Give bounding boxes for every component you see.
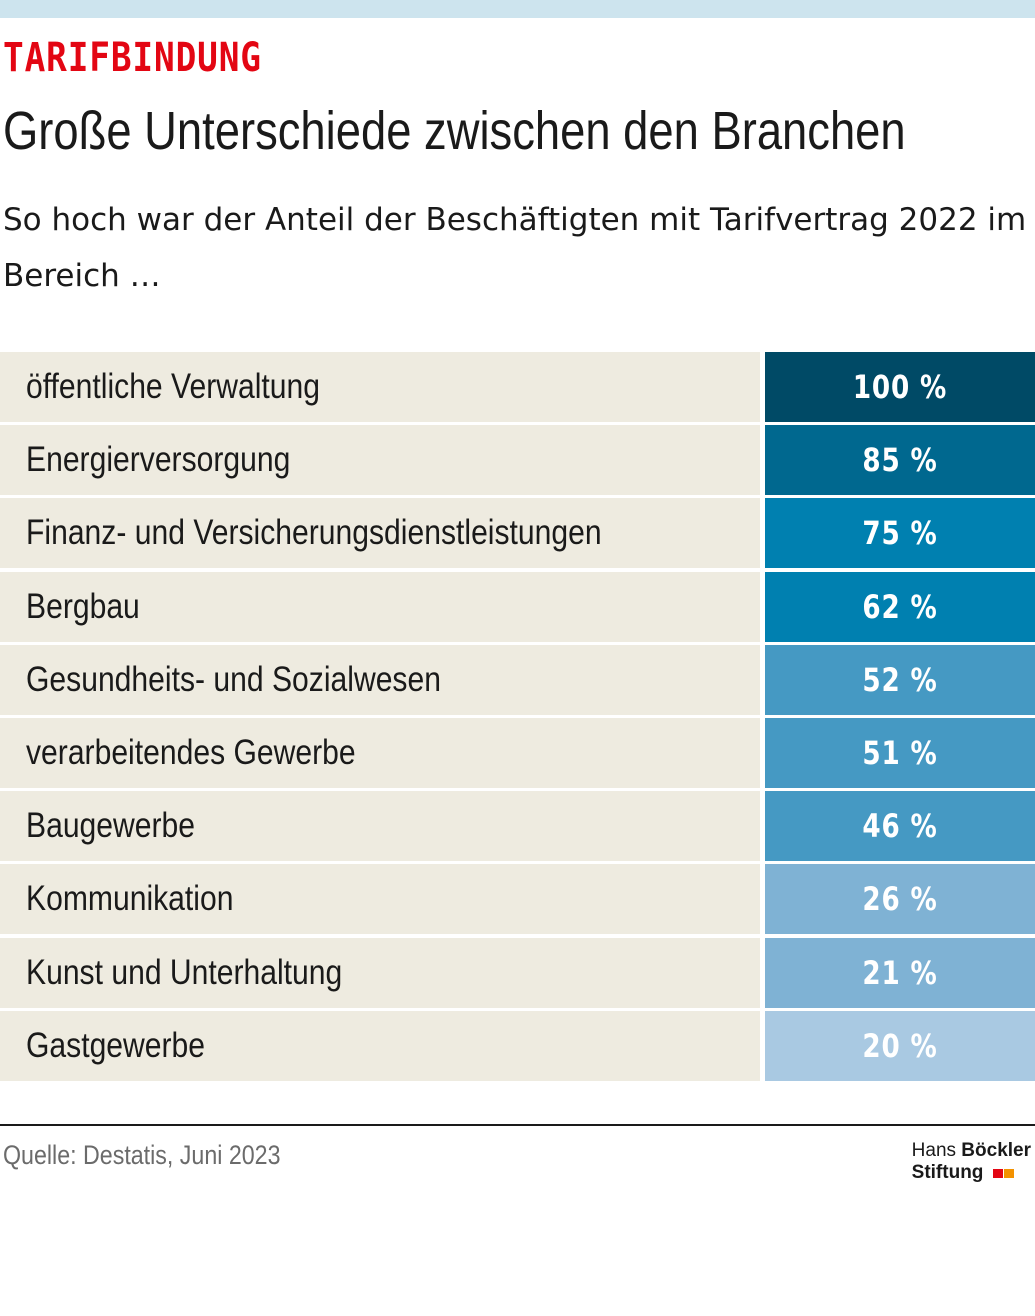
value-label: 62 % xyxy=(862,588,938,626)
value-label: 52 % xyxy=(862,661,938,699)
value-label: 21 % xyxy=(862,954,938,992)
category-label: Finanz- und Versicherungsdienstleistunge… xyxy=(26,513,602,552)
logo-bold: Böckler xyxy=(961,1140,1031,1161)
table-row: Energierversorgung 85 % xyxy=(0,425,1035,495)
value-cell: 62 % xyxy=(765,572,1035,642)
value-cell: 85 % xyxy=(765,425,1035,495)
table-row: Kunst und Unterhaltung 21 % xyxy=(0,938,1035,1008)
hans-boeckler-stiftung-logo: Hans Böckler Stiftung xyxy=(912,1140,1031,1184)
category-cell: Energierversorgung xyxy=(0,425,760,495)
category-cell: Gastgewerbe xyxy=(0,1011,760,1081)
logo-mark-red xyxy=(992,1169,1003,1178)
logo-stiftung: Stiftung xyxy=(911,1162,984,1184)
top-accent-bar xyxy=(0,0,1035,18)
category-label: Kommunikation xyxy=(26,879,234,918)
category-cell: Baugewerbe xyxy=(0,791,760,861)
logo-mark-icon xyxy=(992,1162,1015,1184)
value-cell: 52 % xyxy=(765,645,1035,715)
value-cell: 20 % xyxy=(765,1011,1035,1081)
category-cell: öffentliche Verwaltung xyxy=(0,352,760,422)
source-note: Quelle: Destatis, Juni 2023 xyxy=(3,1140,281,1170)
table-row: Baugewerbe 46 % xyxy=(0,791,1035,861)
category-label: Gesundheits- und Sozialwesen xyxy=(26,660,441,699)
value-label: 20 % xyxy=(862,1027,938,1065)
logo-line-2: Stiftung xyxy=(912,1162,1031,1184)
category-cell: verarbeitendes Gewerbe xyxy=(0,718,760,788)
table-row: öffentliche Verwaltung 100 % xyxy=(0,352,1035,422)
value-label: 51 % xyxy=(862,734,938,772)
table-row: Gastgewerbe 20 % xyxy=(0,1011,1035,1081)
value-cell: 51 % xyxy=(765,718,1035,788)
category-label: Bergbau xyxy=(26,587,140,626)
logo-mark-orange xyxy=(1003,1169,1014,1178)
value-label: 46 % xyxy=(862,807,938,845)
table-row: Gesundheits- und Sozialwesen 52 % xyxy=(0,645,1035,715)
table-row: verarbeitendes Gewerbe 51 % xyxy=(0,718,1035,788)
chart-subtitle: So hoch war der Anteil der Beschäftigten… xyxy=(3,202,1027,294)
category-label: Baugewerbe xyxy=(26,806,196,845)
table-row: Finanz- und Versicherungsdienstleistunge… xyxy=(0,498,1035,568)
category-cell: Bergbau xyxy=(0,572,760,642)
value-cell: 100 % xyxy=(765,352,1035,422)
table-row: Bergbau 62 % xyxy=(0,572,1035,642)
value-cell: 21 % xyxy=(765,938,1035,1008)
value-label: 100 % xyxy=(852,368,948,406)
value-cell: 46 % xyxy=(765,791,1035,861)
category-label: Energierversorgung xyxy=(26,440,291,479)
category-label: verarbeitendes Gewerbe xyxy=(26,733,356,772)
value-label: 75 % xyxy=(862,514,938,552)
footer-divider xyxy=(0,1124,1035,1126)
category-cell: Kunst und Unterhaltung xyxy=(0,938,760,1008)
value-cell: 75 % xyxy=(765,498,1035,568)
category-cell: Kommunikation xyxy=(0,864,760,934)
value-label: 26 % xyxy=(862,880,938,918)
chart-title: Große Unterschiede zwischen den Branchen xyxy=(3,101,906,161)
category-label: öffentliche Verwaltung xyxy=(26,367,320,406)
kicker: TARIFBINDUNG xyxy=(3,35,262,81)
category-label: Gastgewerbe xyxy=(26,1026,206,1065)
value-label: 85 % xyxy=(862,441,938,479)
category-cell: Gesundheits- und Sozialwesen xyxy=(0,645,760,715)
logo-line-1: Hans Böckler xyxy=(912,1140,1031,1162)
category-cell: Finanz- und Versicherungsdienstleistunge… xyxy=(0,498,760,568)
value-cell: 26 % xyxy=(765,864,1035,934)
table-row: Kommunikation 26 % xyxy=(0,864,1035,934)
logo-prefix: Hans xyxy=(911,1140,957,1161)
category-label: Kunst und Unterhaltung xyxy=(26,953,343,992)
